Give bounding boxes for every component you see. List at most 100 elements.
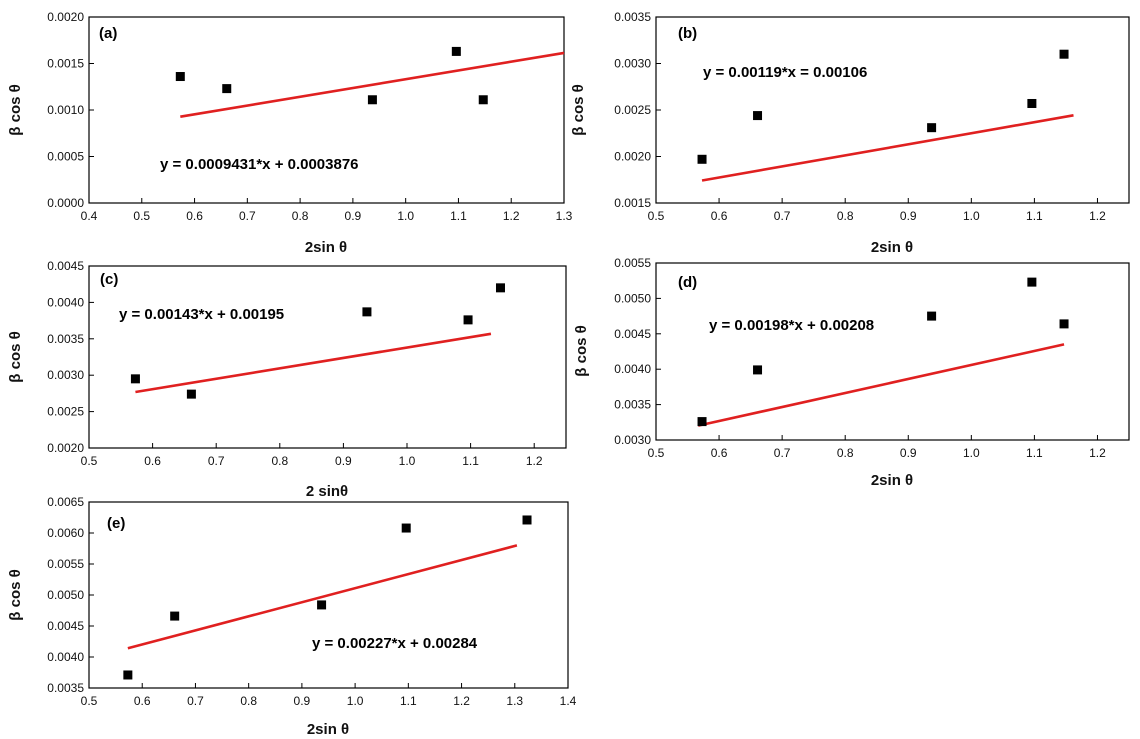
data-point	[130, 374, 140, 384]
x-axis-title: 2sin θ	[871, 239, 913, 256]
y-tick-label: 0.0030	[47, 368, 84, 382]
x-tick-label: 0.7	[774, 209, 791, 223]
x-tick-label: 1.0	[347, 694, 364, 708]
y-tick-label: 0.0055	[47, 557, 84, 571]
data-point	[175, 72, 185, 82]
plot-frame	[88, 16, 565, 204]
plot-frame	[655, 262, 1130, 441]
x-tick-label: 0.4	[81, 209, 98, 223]
x-tick-label: 0.7	[208, 454, 225, 468]
tick-group: 0.5 0.6 0.7 0.8 0.9 1.0 1.1 1.2 0.0030 0.0035 0.00…	[614, 256, 1106, 460]
y-tick-label: 0.0040	[47, 650, 84, 664]
x-tick-label: 0.6	[186, 209, 203, 223]
y-tick-label: 0.0035	[614, 10, 651, 24]
y-tick-label: 0.0000	[47, 196, 84, 210]
x-tick-label: 0.5	[81, 694, 98, 708]
y-tick-label: 0.0015	[614, 196, 651, 210]
panel-label: (b)	[678, 25, 697, 42]
y-axis-title: β cos θ	[7, 569, 24, 620]
data-point	[451, 46, 461, 56]
data-point	[753, 111, 763, 121]
data-point	[522, 515, 532, 525]
panel-label: (d)	[678, 274, 697, 291]
data-point	[495, 283, 505, 293]
x-tick-label: 0.5	[648, 209, 665, 223]
tick-group: 0.5 0.6 0.7 0.8 0.9 1.0 1.1 1.2 1.3 1.4 0.0035 0.00…	[47, 495, 576, 708]
fit-equation: y = 0.0009431*x + 0.0003876	[160, 156, 359, 173]
data-point	[927, 311, 937, 321]
x-tick-label: 0.8	[837, 209, 854, 223]
data-point	[317, 600, 327, 610]
fit-equation: y = 0.00119*x = 0.00106	[703, 64, 867, 81]
mark-group	[175, 46, 565, 118]
x-tick-label: 0.9	[335, 454, 352, 468]
data-point	[927, 123, 937, 133]
data-point	[1027, 277, 1037, 287]
x-tick-label: 0.7	[774, 446, 791, 460]
x-axis-title: 2sin θ	[307, 721, 349, 738]
x-tick-label: 1.0	[963, 446, 980, 460]
x-tick-label: 0.9	[294, 694, 311, 708]
y-tick-label: 0.0025	[614, 103, 651, 117]
x-tick-label: 0.9	[345, 209, 362, 223]
fit-equation: y = 0.00143*x + 0.00195	[119, 306, 284, 323]
x-tick-label: 1.4	[560, 694, 577, 708]
y-tick-label: 0.0040	[614, 362, 651, 376]
tick-group: 0.5 0.6 0.7 0.8 0.9 1.0 1.1 1.2 0.0015 0.0020 0.00…	[614, 10, 1106, 223]
y-tick-label: 0.0050	[614, 291, 651, 305]
x-axis-title: 2sin θ	[871, 472, 913, 489]
x-tick-label: 1.2	[453, 694, 470, 708]
panel-d: 0.5 0.6 0.7 0.8 0.9 1.0 1.1 1.2 0.0030 0.0035 0.00…	[573, 256, 1130, 489]
tick-group: 0.5 0.6 0.7 0.8 0.9 1.0 1.1 1.2 0.0020 0.0025 0.00…	[47, 259, 543, 468]
x-tick-label: 0.6	[134, 694, 151, 708]
fit-line	[127, 544, 518, 650]
data-point	[1027, 98, 1037, 108]
y-tick-label: 0.0030	[614, 57, 651, 71]
y-tick-label: 0.0045	[614, 327, 651, 341]
y-tick-label: 0.0035	[614, 398, 651, 412]
x-tick-label: 0.9	[900, 446, 917, 460]
x-tick-label: 1.0	[963, 209, 980, 223]
x-tick-label: 1.0	[399, 454, 416, 468]
mark-group	[123, 515, 532, 680]
x-tick-label: 0.8	[837, 446, 854, 460]
fit-line	[697, 343, 1065, 427]
y-tick-label: 0.0020	[47, 441, 84, 455]
y-tick-label: 0.0015	[47, 57, 84, 71]
panel-e: 0.5 0.6 0.7 0.8 0.9 1.0 1.1 1.2 1.3 1.4 0.0035 0.00…	[7, 495, 577, 738]
data-point	[123, 670, 133, 680]
x-tick-label: 1.1	[1026, 209, 1043, 223]
x-tick-label: 0.6	[711, 446, 728, 460]
x-tick-label: 0.5	[648, 446, 665, 460]
data-point	[362, 307, 372, 317]
y-tick-label: 0.0005	[47, 150, 84, 164]
x-tick-label: 1.2	[526, 454, 543, 468]
y-tick-label: 0.0045	[47, 259, 84, 273]
y-tick-label: 0.0055	[614, 256, 651, 270]
y-axis-title: β cos θ	[7, 331, 24, 382]
mark-group	[697, 277, 1069, 427]
fit-equation: y = 0.00198*x + 0.00208	[709, 317, 874, 334]
data-point	[401, 523, 411, 533]
data-point	[753, 365, 763, 375]
x-tick-label: 1.3	[506, 694, 523, 708]
x-tick-label: 0.5	[133, 209, 150, 223]
y-tick-label: 0.0020	[614, 150, 651, 164]
data-point	[170, 611, 180, 621]
x-tick-label: 1.3	[556, 209, 573, 223]
y-tick-label: 0.0065	[47, 495, 84, 509]
x-axis-title: 2 sinθ	[306, 483, 348, 500]
x-tick-label: 0.6	[144, 454, 161, 468]
y-tick-label: 0.0035	[47, 332, 84, 346]
panel-label: (a)	[99, 25, 117, 42]
x-tick-label: 0.8	[271, 454, 288, 468]
x-tick-label: 1.1	[462, 454, 479, 468]
x-tick-label: 1.2	[503, 209, 520, 223]
panel-label: (c)	[100, 271, 118, 288]
panel-b: 0.5 0.6 0.7 0.8 0.9 1.0 1.1 1.2 0.0015 0.0020 0.00…	[570, 10, 1130, 256]
mark-group	[697, 49, 1074, 182]
x-tick-label: 0.8	[292, 209, 309, 223]
x-tick-label: 1.1	[400, 694, 417, 708]
data-point	[1059, 319, 1069, 329]
plot-frame	[88, 265, 567, 449]
